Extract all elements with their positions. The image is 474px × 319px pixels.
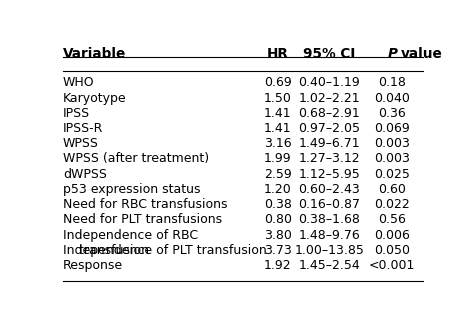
Text: 0.003: 0.003 xyxy=(374,137,410,150)
Text: 0.68–2.91: 0.68–2.91 xyxy=(298,107,360,120)
Text: 1.41: 1.41 xyxy=(264,122,292,135)
Text: 0.025: 0.025 xyxy=(374,168,410,181)
Text: Variable: Variable xyxy=(63,47,126,61)
Text: 1.02–2.21: 1.02–2.21 xyxy=(299,92,360,105)
Text: Independence of RBC
    transfusion: Independence of RBC transfusion xyxy=(63,229,198,257)
Text: 0.040: 0.040 xyxy=(374,92,410,105)
Text: <0.001: <0.001 xyxy=(368,259,415,272)
Text: IPSS: IPSS xyxy=(63,107,90,120)
Text: 1.49–6.71: 1.49–6.71 xyxy=(299,137,360,150)
Text: 1.20: 1.20 xyxy=(264,183,292,196)
Text: 0.40–1.19: 0.40–1.19 xyxy=(298,76,360,89)
Text: WPSS (after treatment): WPSS (after treatment) xyxy=(63,152,209,166)
Text: 1.50: 1.50 xyxy=(264,92,292,105)
Text: 1.92: 1.92 xyxy=(264,259,292,272)
Text: 0.60–2.43: 0.60–2.43 xyxy=(298,183,360,196)
Text: value: value xyxy=(401,47,443,61)
Text: 3.73: 3.73 xyxy=(264,244,292,257)
Text: Independence of PLT transfusion: Independence of PLT transfusion xyxy=(63,244,267,257)
Text: 0.56: 0.56 xyxy=(378,213,406,226)
Text: Need for PLT transfusions: Need for PLT transfusions xyxy=(63,213,222,226)
Text: 0.38: 0.38 xyxy=(264,198,292,211)
Text: 1.48–9.76: 1.48–9.76 xyxy=(298,229,360,242)
Text: ’: ’ xyxy=(389,47,394,61)
Text: dWPSS: dWPSS xyxy=(63,168,107,181)
Text: WHO: WHO xyxy=(63,76,94,89)
Text: 3.16: 3.16 xyxy=(264,137,292,150)
Text: 1.27–3.12: 1.27–3.12 xyxy=(299,152,360,166)
Text: IPSS-R: IPSS-R xyxy=(63,122,103,135)
Text: 0.050: 0.050 xyxy=(374,244,410,257)
Text: Response: Response xyxy=(63,259,123,272)
Text: 0.069: 0.069 xyxy=(374,122,410,135)
Text: 0.38–1.68: 0.38–1.68 xyxy=(298,213,360,226)
Text: 0.97–2.05: 0.97–2.05 xyxy=(298,122,360,135)
Text: 0.36: 0.36 xyxy=(378,107,406,120)
Text: 3.80: 3.80 xyxy=(264,229,292,242)
Text: 1.45–2.54: 1.45–2.54 xyxy=(298,259,360,272)
Text: 0.022: 0.022 xyxy=(374,198,410,211)
Text: 0.16–0.87: 0.16–0.87 xyxy=(298,198,360,211)
Text: HR: HR xyxy=(267,47,289,61)
Text: 1.12–5.95: 1.12–5.95 xyxy=(298,168,360,181)
Text: 95% CI: 95% CI xyxy=(303,47,356,61)
Text: Karyotype: Karyotype xyxy=(63,92,127,105)
Text: WPSS: WPSS xyxy=(63,137,99,150)
Text: 0.80: 0.80 xyxy=(264,213,292,226)
Text: 1.99: 1.99 xyxy=(264,152,292,166)
Text: 0.003: 0.003 xyxy=(374,152,410,166)
Text: 1.41: 1.41 xyxy=(264,107,292,120)
Text: 0.18: 0.18 xyxy=(378,76,406,89)
Text: 0.006: 0.006 xyxy=(374,229,410,242)
Text: Need for RBC transfusions: Need for RBC transfusions xyxy=(63,198,228,211)
Text: 2.59: 2.59 xyxy=(264,168,292,181)
Text: 1.00–13.85: 1.00–13.85 xyxy=(294,244,364,257)
Text: p53 expression status: p53 expression status xyxy=(63,183,201,196)
Text: 0.69: 0.69 xyxy=(264,76,292,89)
Text: P: P xyxy=(388,47,398,61)
Text: 0.60: 0.60 xyxy=(378,183,406,196)
